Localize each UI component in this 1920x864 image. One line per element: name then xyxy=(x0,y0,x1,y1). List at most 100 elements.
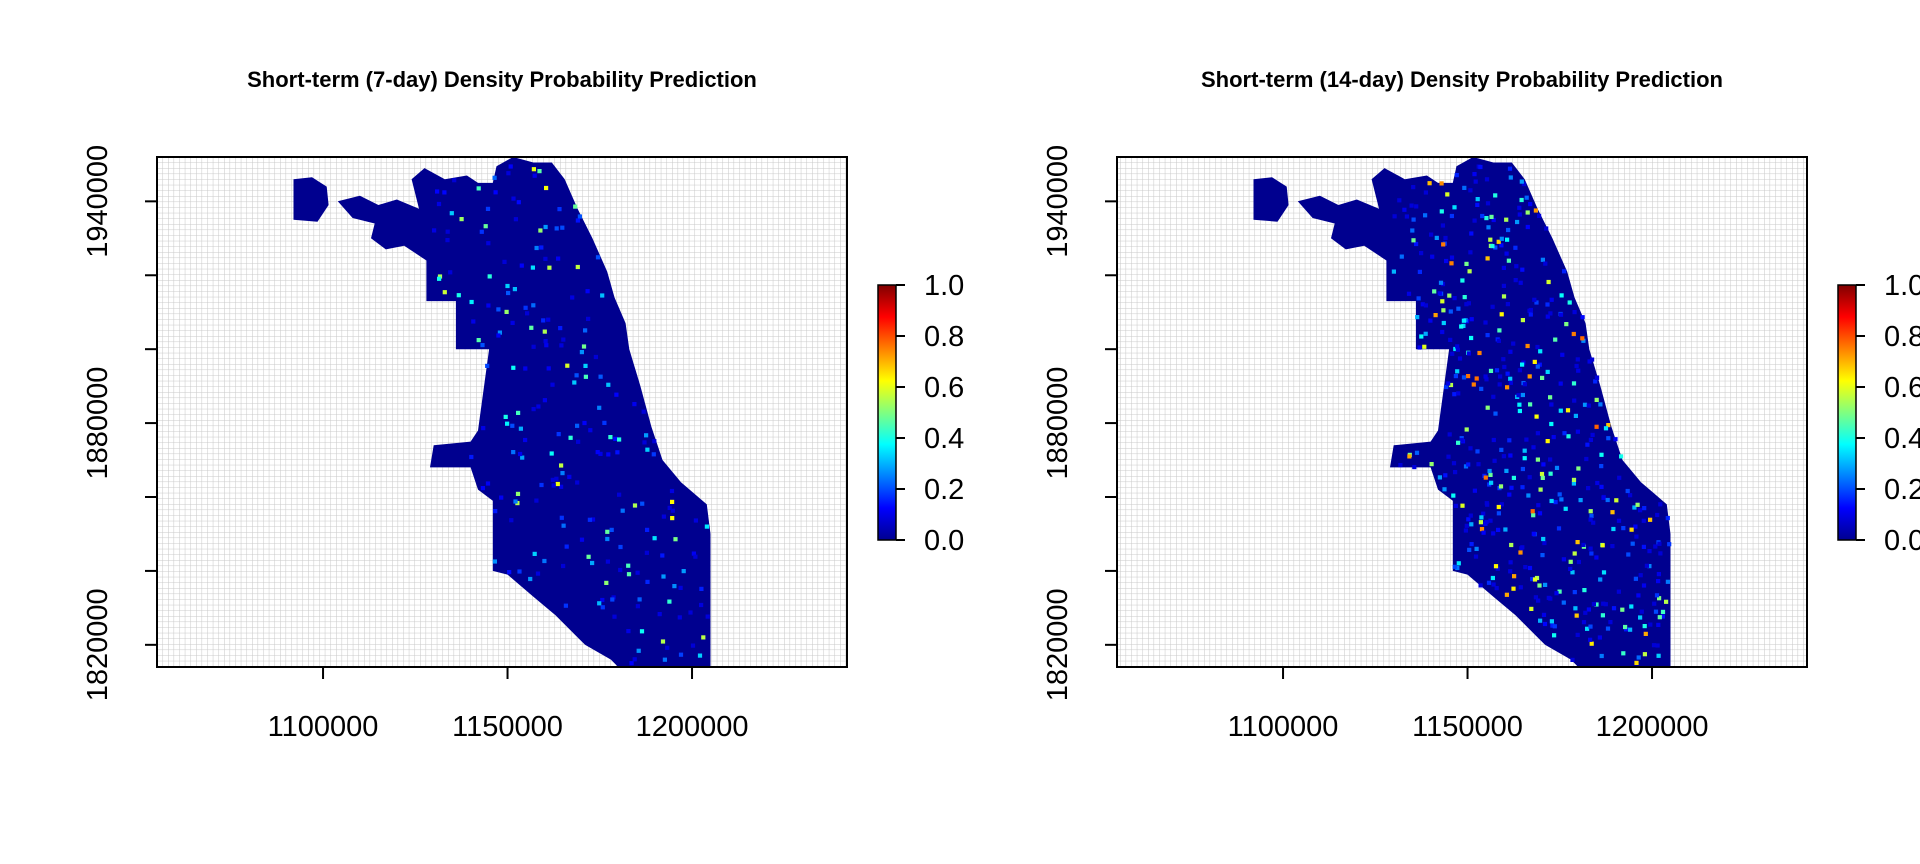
hotspot-cell xyxy=(1414,204,1419,209)
hotspot-cell xyxy=(1572,310,1577,315)
hotspot-cell xyxy=(1551,435,1556,440)
hotspot-cell xyxy=(1628,493,1633,498)
hotspot-cell xyxy=(1440,223,1445,228)
hotspot-cell xyxy=(1480,213,1485,219)
hotspot-cell xyxy=(1491,217,1496,223)
hotspot-cell xyxy=(1535,457,1540,462)
hotspot-cell xyxy=(1564,322,1569,327)
hotspot-cell xyxy=(1656,653,1661,658)
hotspot-cell xyxy=(1554,465,1560,470)
hotspot-cell xyxy=(1603,426,1609,431)
hotspot-cell xyxy=(567,474,572,479)
hotspot-cell xyxy=(629,661,634,666)
hotspot-cell xyxy=(1557,589,1562,594)
hotspot-cell xyxy=(1441,308,1446,313)
chart-panel-7-day: Short-term (7-day) Density Probability P… xyxy=(82,67,964,743)
hotspot-cell xyxy=(1451,493,1456,498)
hotspot-cell xyxy=(1581,620,1587,625)
hotspot-cell xyxy=(1442,487,1447,492)
hotspot-cell xyxy=(1570,570,1575,575)
hotspot-cell xyxy=(1518,550,1523,555)
hotspot-cell xyxy=(1571,477,1577,482)
hotspot-cell xyxy=(1505,237,1510,242)
hotspot-cell xyxy=(1391,269,1396,274)
hotspot-cell xyxy=(1488,368,1494,373)
hotspot-cell xyxy=(1590,357,1595,362)
y-axis: 1820000 1880000 1940000 xyxy=(1042,145,1117,701)
hotspot-cell xyxy=(697,653,703,658)
hotspot-cell xyxy=(1469,335,1474,341)
hotspot-cell xyxy=(1568,566,1573,571)
hotspot-cell xyxy=(678,652,684,657)
hotspot-cell xyxy=(597,405,602,410)
hotspot-cell xyxy=(1415,315,1420,320)
colorbar-scale xyxy=(1837,284,1857,541)
hotspot-cell xyxy=(639,629,645,634)
hotspot-cell xyxy=(442,190,447,195)
hotspot-cell xyxy=(523,366,528,371)
hotspot-cell xyxy=(1535,344,1540,350)
hotspot-cell xyxy=(1648,622,1653,627)
hotspot-cell xyxy=(1599,484,1604,489)
hotspot-cell xyxy=(598,451,603,456)
hotspot-cell xyxy=(1485,256,1490,261)
hotspot-cell xyxy=(512,287,517,292)
hotspot-cell xyxy=(1498,374,1503,379)
hotspot-cell xyxy=(1507,492,1512,497)
hotspot-cell xyxy=(1542,540,1547,546)
hotspot-cell xyxy=(583,363,588,368)
hotspot-cell xyxy=(1450,351,1455,356)
hotspot-cell xyxy=(1549,619,1554,624)
hotspot-cell xyxy=(1501,357,1506,362)
hotspot-cell xyxy=(1583,610,1588,615)
hotspot-cell xyxy=(1452,296,1457,301)
hotspot-cell xyxy=(612,614,617,619)
hotspot-cell xyxy=(537,169,542,174)
hotspot-cell xyxy=(1528,312,1533,317)
hotspot-cell xyxy=(1423,331,1428,336)
hotspot-cell xyxy=(1624,627,1629,632)
hotspot-cell xyxy=(583,328,588,333)
hotspot-cell xyxy=(1456,306,1461,311)
hotspot-cell xyxy=(1487,468,1492,474)
hotspot-cell xyxy=(496,333,501,338)
hotspot-cell xyxy=(1441,320,1446,326)
hotspot-cell xyxy=(534,245,539,251)
hotspot-cell xyxy=(626,629,631,634)
hotspot-cell xyxy=(605,529,610,534)
hotspot-cell xyxy=(1575,632,1580,637)
hotspot-cell xyxy=(652,536,657,541)
hotspot-cell xyxy=(1511,586,1516,591)
hotspot-cell xyxy=(486,241,491,246)
hotspot-cell xyxy=(1499,312,1504,317)
hotspot-cell xyxy=(677,615,682,620)
hotspot-cell xyxy=(1658,502,1663,507)
hotspot-cell xyxy=(1581,542,1586,547)
hotspot-cell xyxy=(593,354,598,360)
hotspot-cell xyxy=(636,648,641,653)
hotspot-cell xyxy=(1559,497,1564,502)
hotspot-cell xyxy=(1428,318,1433,323)
hotspot-cell xyxy=(1464,302,1469,307)
hotspot-cell xyxy=(572,380,577,385)
hotspot-cell xyxy=(645,527,650,532)
hotspot-cell xyxy=(1601,495,1606,500)
hotspot-cell xyxy=(1642,652,1647,657)
hotspot-cell xyxy=(445,238,450,243)
hotspot-cell xyxy=(1520,466,1525,472)
hotspot-cell xyxy=(510,320,515,325)
colorbar-tick-label: 0.6 xyxy=(924,372,964,404)
hotspot-cell xyxy=(583,374,588,379)
hotspot-cell xyxy=(1548,471,1553,476)
hotspot-cell xyxy=(1558,312,1564,317)
hotspot-cell xyxy=(542,329,547,334)
hotspot-cell xyxy=(587,517,592,522)
colorbar: 0.0 0.2 0.4 0.6 0.8 1.0 xyxy=(1837,270,1920,557)
hotspot-cell xyxy=(442,290,447,295)
hotspot-cell xyxy=(1588,509,1593,514)
hotspot-cell xyxy=(1636,655,1641,660)
hotspot-cell xyxy=(1636,593,1641,598)
hotspot-cell xyxy=(1633,524,1638,529)
hotspot-cell xyxy=(1576,559,1581,565)
hotspot-cell xyxy=(1541,462,1546,467)
